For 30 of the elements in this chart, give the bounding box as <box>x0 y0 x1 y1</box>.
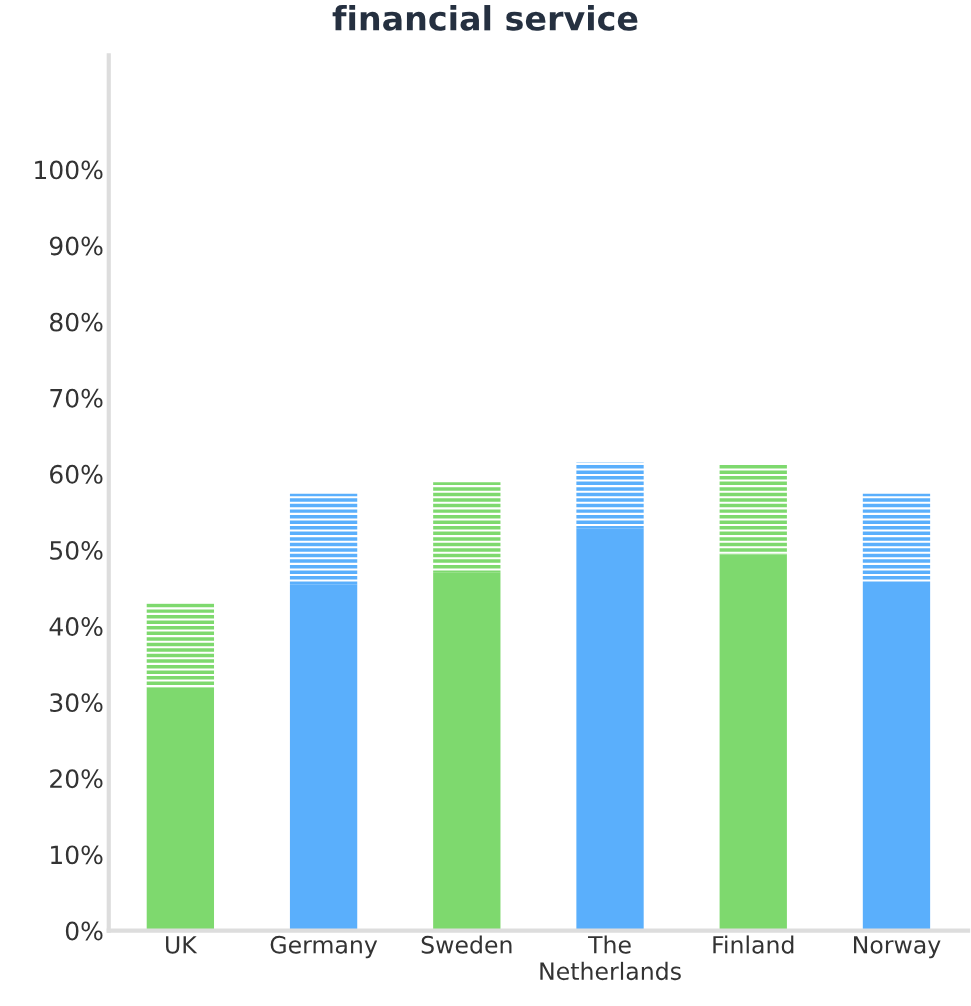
y-tick-label: 0% <box>65 921 103 941</box>
y-tick-label: 40% <box>49 617 103 636</box>
y-tick-label: 70% <box>50 388 103 408</box>
y-tick-label: 30% <box>50 693 103 713</box>
bar <box>719 463 787 555</box>
bar <box>433 572 501 931</box>
bar <box>862 581 931 931</box>
bar <box>433 482 501 573</box>
x-tick-label: Sweden <box>421 935 512 954</box>
bar <box>146 687 215 931</box>
bar <box>289 493 358 585</box>
chart-title: financial service <box>332 5 638 31</box>
y-tick-label: 20% <box>50 769 103 789</box>
x-tick-label: The Netherlands <box>540 935 681 981</box>
bar <box>576 528 644 931</box>
y-tick-label: 60% <box>50 464 103 484</box>
bar <box>289 584 358 931</box>
y-tick-label: 10% <box>51 845 103 865</box>
y-tick-label: 90% <box>49 236 103 256</box>
bar <box>719 554 787 931</box>
bar <box>576 462 644 529</box>
bar <box>862 493 931 582</box>
y-tick-label: 50% <box>50 540 103 560</box>
x-tick-label: Germany <box>270 935 378 959</box>
x-tick-label: Norway <box>854 936 941 959</box>
bar <box>146 603 215 688</box>
x-tick-label: Finland <box>713 935 794 954</box>
x-tick-label: UK <box>166 936 198 954</box>
y-tick-label: 80% <box>50 312 103 332</box>
y-tick-label: 100% <box>35 160 103 180</box>
